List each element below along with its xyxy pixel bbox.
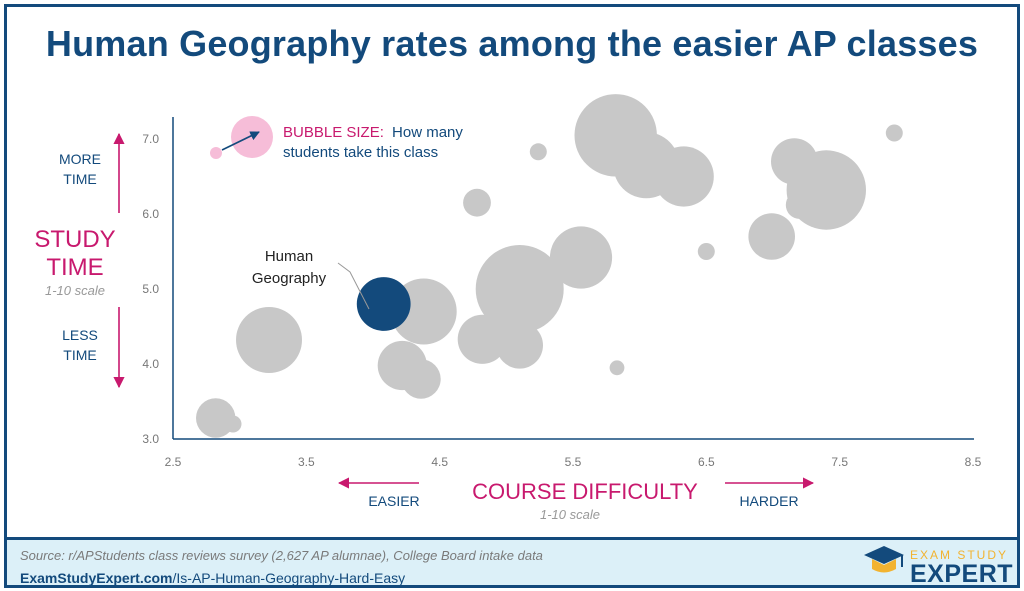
y-less-line2: TIME [63, 347, 96, 363]
bubble-9 [496, 322, 543, 369]
bubble-1 [224, 415, 242, 433]
bubble-22 [885, 124, 903, 142]
x-harder-label: HARDER [739, 493, 798, 509]
y-axis-scale-note: 1-10 scale [45, 283, 105, 298]
annotation-line1: Human [265, 248, 313, 265]
bubble-16 [653, 146, 714, 207]
x-tick-label: 4.5 [431, 455, 448, 469]
chart-title: Human Geography rates among the easier A… [45, 23, 979, 64]
bubble-human-geography [356, 277, 411, 331]
exam-study-expert-logo: EXAM STUDY EXPERT [862, 542, 1013, 585]
x-tick-label: 2.5 [165, 455, 182, 469]
logo-bottom-text: EXPERT [910, 560, 1014, 588]
x-axis-label: COURSE DIFFICULTY [472, 479, 698, 504]
url-path[interactable]: /Is-AP-Human-Geography-Hard-Easy [172, 570, 406, 586]
y-more-line1: MORE [59, 151, 101, 167]
footer: Source: r/APStudents class reviews surve… [7, 537, 1017, 586]
legend-rest-line1: How many [392, 124, 463, 141]
legend-large-bubble [231, 116, 273, 158]
x-easier-label: EASIER [368, 493, 419, 509]
footer-url[interactable]: ExamStudyExpert.com/Is-AP-Human-Geograph… [20, 570, 406, 586]
bubble-13 [609, 360, 625, 376]
bubble-2 [236, 307, 302, 373]
legend-small-bubble [210, 147, 222, 159]
bubble-chart: BUBBLE SIZE: How many students take this… [34, 94, 982, 522]
logo-top-text: EXAM STUDY [910, 548, 1009, 562]
legend-rest-line2: students take this class [283, 144, 438, 161]
bubble-21 [786, 150, 866, 230]
infographic-frame: Human Geography rates among the easier A… [4, 4, 1020, 588]
y-tick-label: 6.0 [142, 207, 159, 221]
graduation-cap-icon [864, 546, 904, 573]
legend-arrow [221, 131, 260, 151]
y-tick-label: 5.0 [142, 282, 159, 296]
x-tick-label: 5.5 [565, 455, 582, 469]
bubble-8 [457, 314, 507, 364]
source-note: Source: r/APStudents class reviews surve… [20, 548, 543, 563]
y-tick-label: 3.0 [142, 432, 159, 446]
y-more-line2: TIME [63, 171, 96, 187]
bubble-18 [748, 213, 795, 260]
legend-text-line1: BUBBLE SIZE: How many [283, 124, 463, 141]
bubble-10 [475, 245, 564, 333]
bubble-17 [697, 243, 715, 260]
url-domain[interactable]: ExamStudyExpert.com [20, 570, 173, 586]
bubble-12 [549, 226, 613, 289]
x-tick-label: 7.5 [831, 455, 848, 469]
y-axis-label-line2: TIME [46, 254, 103, 281]
y-tick-label: 4.0 [142, 357, 159, 371]
legend-bold: BUBBLE SIZE: [283, 124, 384, 141]
y-tick-label: 7.0 [142, 132, 159, 146]
bubble-6 [401, 359, 441, 399]
x-axis-scale-note: 1-10 scale [540, 507, 600, 522]
x-tick-label: 6.5 [698, 455, 715, 469]
annotation-leader-line [337, 262, 370, 310]
bubble-7 [463, 188, 491, 217]
y-axis-label-line1: STUDY [34, 226, 115, 253]
annotation-line2: Geography [252, 270, 327, 287]
y-less-line1: LESS [62, 327, 98, 343]
bubble-11 [529, 143, 547, 161]
x-tick-label: 3.5 [298, 455, 315, 469]
x-tick-label: 8.5 [965, 455, 982, 469]
